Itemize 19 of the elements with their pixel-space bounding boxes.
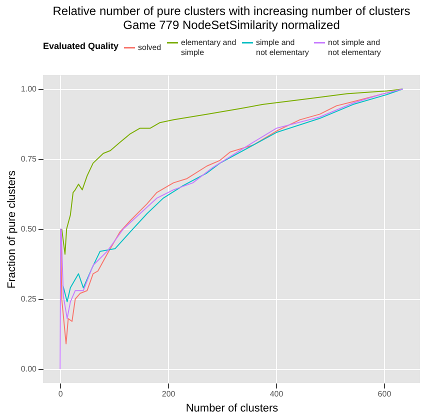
legend-label: elementary and simple — [181, 38, 236, 57]
y-tick-label: 0.25 — [20, 294, 38, 304]
x-tick-label: 0 — [58, 390, 64, 398]
x-tick-label: 200 — [162, 390, 176, 398]
y-tick-label: 0.00 — [20, 364, 38, 374]
legend-title: Evaluated Quality — [43, 41, 119, 51]
x-tick-label: 400 — [270, 390, 284, 398]
x-axis-title: Number of clusters — [186, 402, 279, 414]
y-tick-label: 1.00 — [20, 84, 38, 94]
line-series — [61, 88, 404, 255]
chart-title: Relative number of pure clusters with increasing number of clusters Game 779 NodeSetSimilarity normalized — [52, 4, 410, 32]
legend-label: simple and not elementary — [256, 38, 309, 57]
y-tick-label: 0.50 — [20, 224, 38, 234]
y-axis-title: Fraction of pure clusters — [6, 170, 18, 288]
x-tick-label: 600 — [378, 390, 392, 398]
legend-label: solved — [138, 42, 162, 52]
legend-label: not simple and not elementary — [328, 38, 381, 57]
y-tick-label: 0.75 — [20, 154, 38, 164]
line-series — [62, 88, 404, 302]
